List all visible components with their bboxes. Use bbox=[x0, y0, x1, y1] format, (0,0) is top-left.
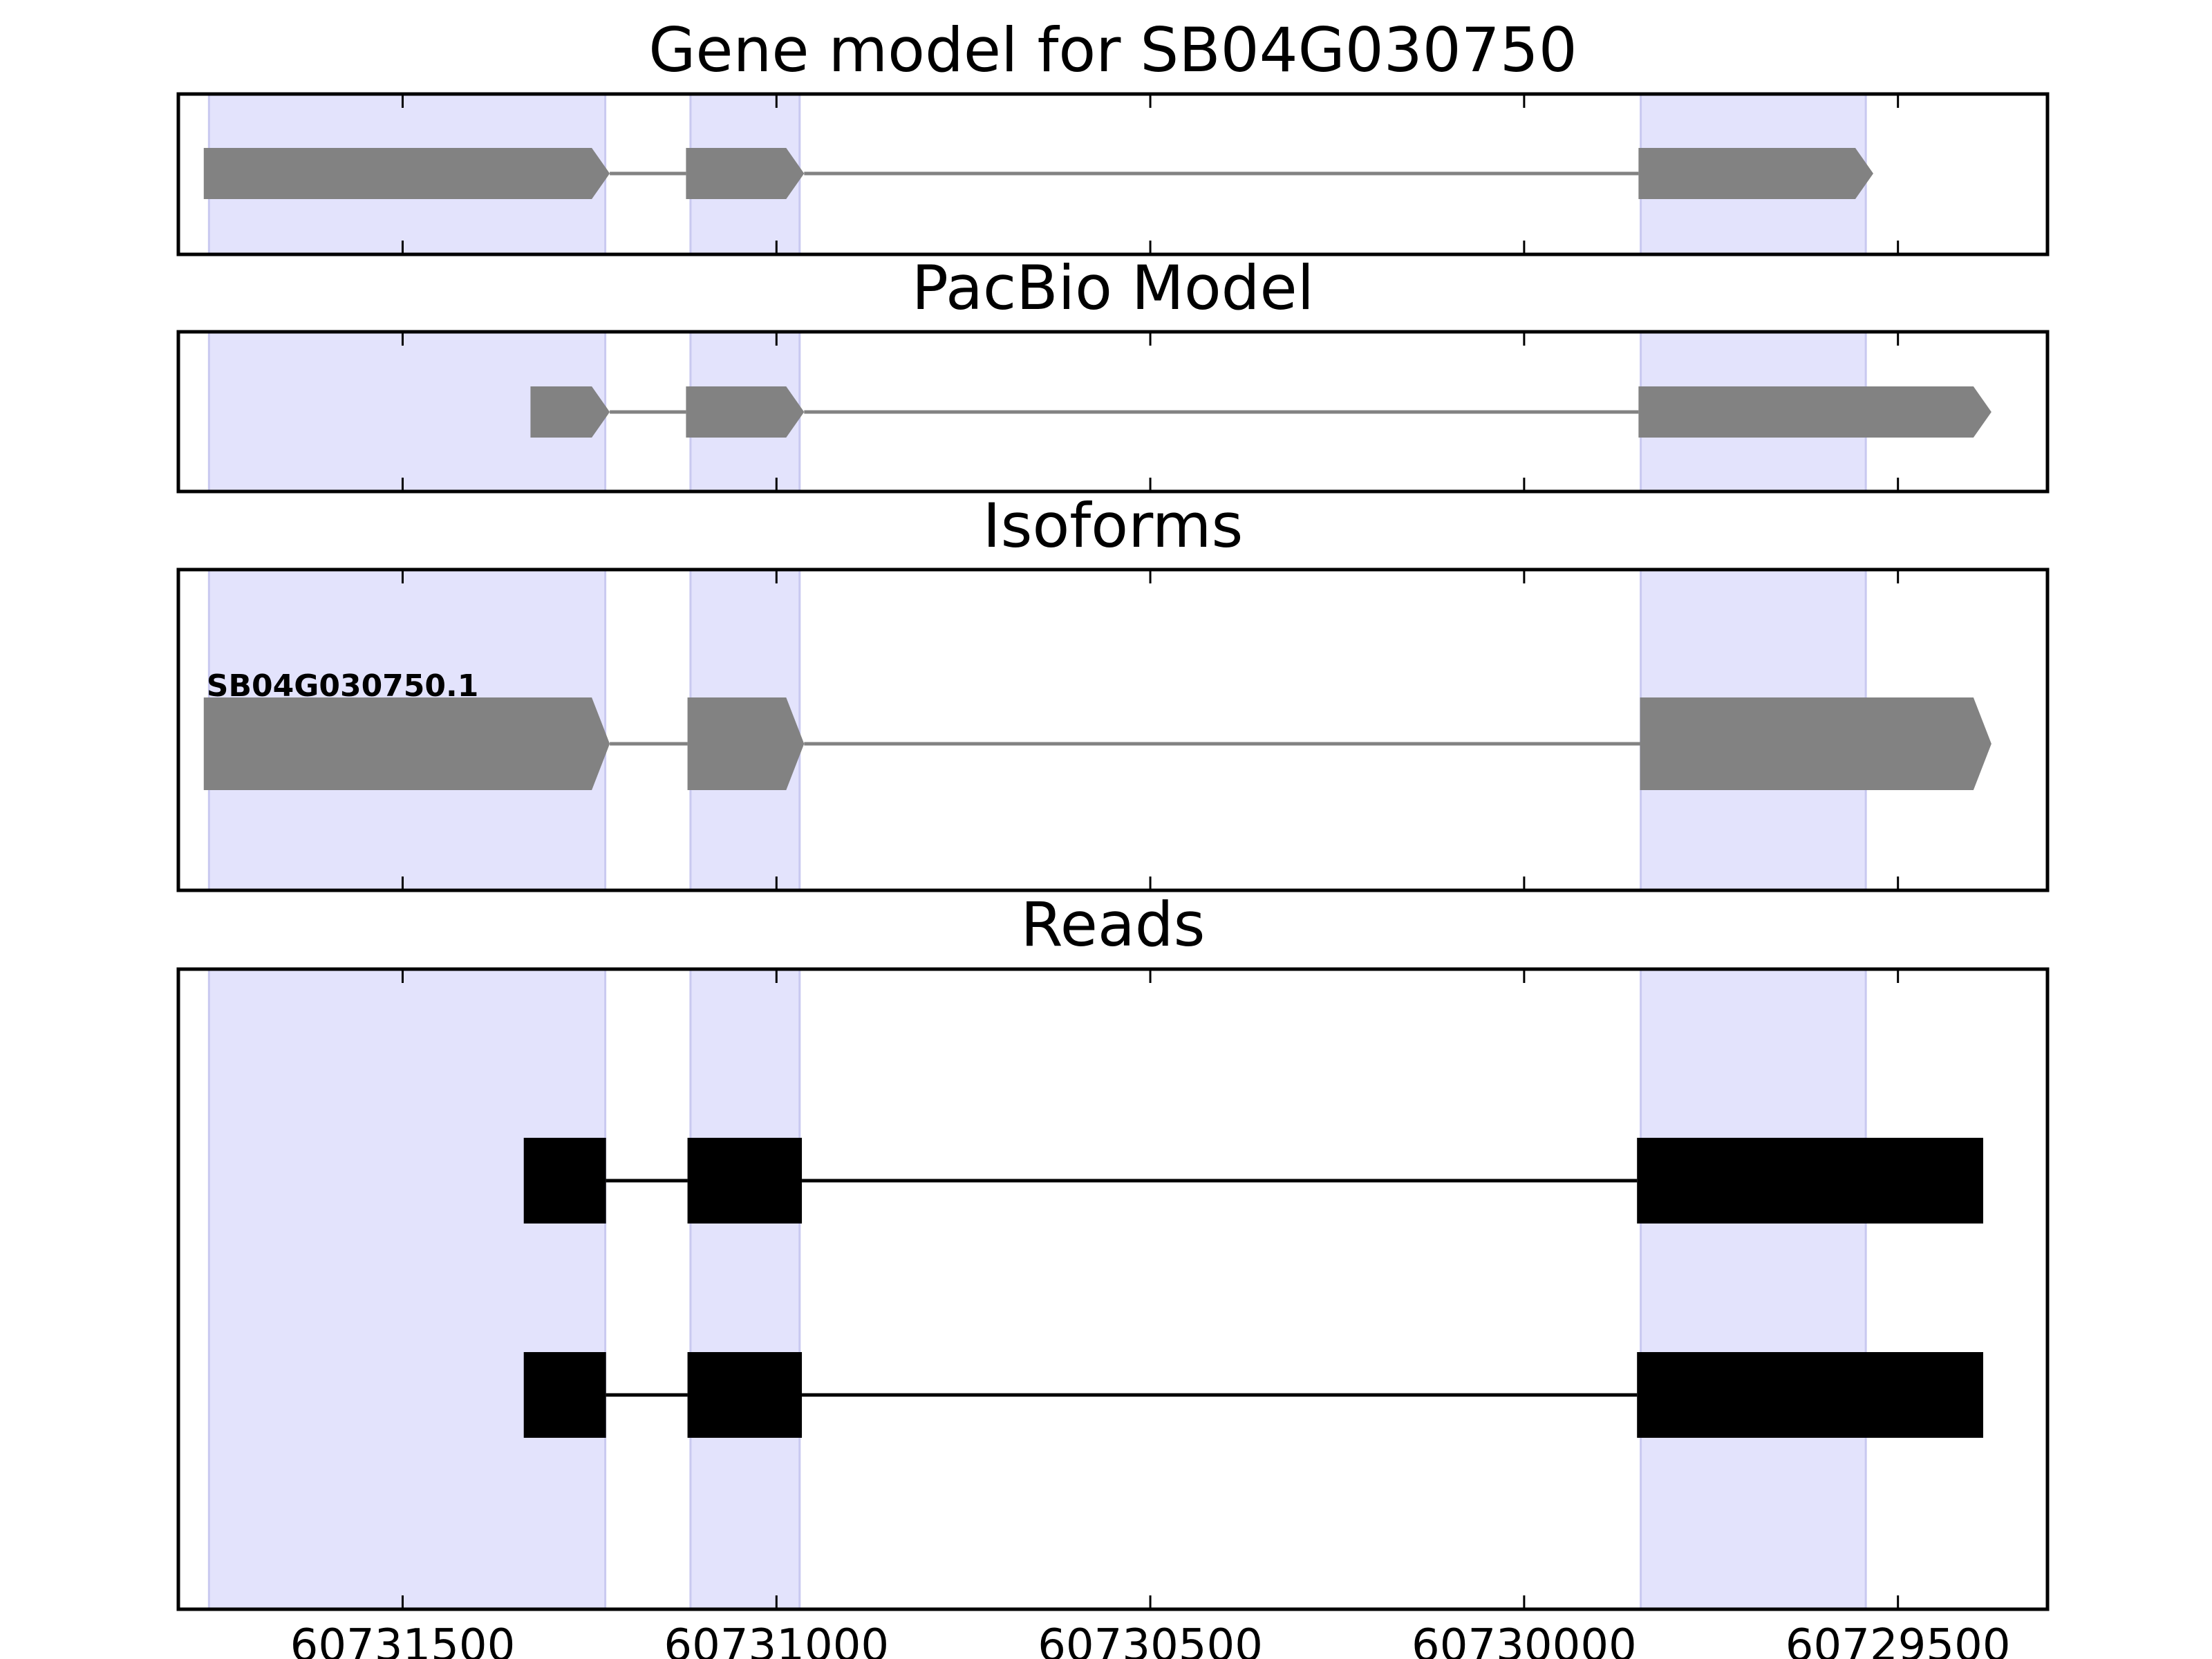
x-tick-label: 60731000 bbox=[664, 1620, 889, 1659]
read-exon bbox=[523, 1352, 606, 1438]
panel-title: PacBio Model bbox=[912, 252, 1314, 324]
panel-frame bbox=[176, 967, 2050, 1611]
exon bbox=[530, 386, 610, 438]
panel-title: Reads bbox=[1021, 889, 1206, 960]
exon bbox=[1640, 697, 1991, 790]
exon bbox=[1638, 386, 1991, 438]
panel-2: PacBio Model bbox=[176, 252, 2050, 494]
x-tick-label: 60731500 bbox=[290, 1620, 516, 1659]
exon bbox=[203, 697, 610, 790]
highlight-band bbox=[1640, 968, 1867, 1611]
isoform-label: SB04G030750.1 bbox=[207, 668, 479, 704]
exon bbox=[1638, 148, 1873, 199]
x-tick-label: 60729500 bbox=[1785, 1620, 2011, 1659]
panel-title: Isoforms bbox=[983, 490, 1244, 561]
read-exon bbox=[687, 1138, 803, 1224]
panel-4: Reads 60731500 60731000 60730500 60730000 607… bbox=[176, 889, 2050, 1659]
panel-title: Gene model for SB04G030750 bbox=[648, 15, 1577, 86]
highlight-band bbox=[207, 968, 607, 1611]
highlight-band bbox=[689, 968, 801, 1611]
x-tick-label: 60730500 bbox=[1038, 1620, 1263, 1659]
read-exon bbox=[1637, 1352, 1983, 1438]
exon bbox=[686, 386, 805, 438]
panel-frame bbox=[176, 568, 2050, 892]
panel-1: Gene model for SB04G030750 bbox=[176, 15, 2050, 256]
read-exon bbox=[1637, 1138, 1983, 1224]
read-exon bbox=[523, 1138, 606, 1224]
panel-3: Isoforms SB04G030750.1 bbox=[176, 490, 2050, 892]
panel-frame bbox=[176, 330, 2050, 494]
x-tick-label: 60730000 bbox=[1412, 1620, 1637, 1659]
exon bbox=[203, 148, 610, 199]
exon bbox=[686, 148, 805, 199]
panel-frame bbox=[176, 92, 2050, 256]
read-exon bbox=[687, 1352, 803, 1438]
exon bbox=[687, 697, 805, 790]
